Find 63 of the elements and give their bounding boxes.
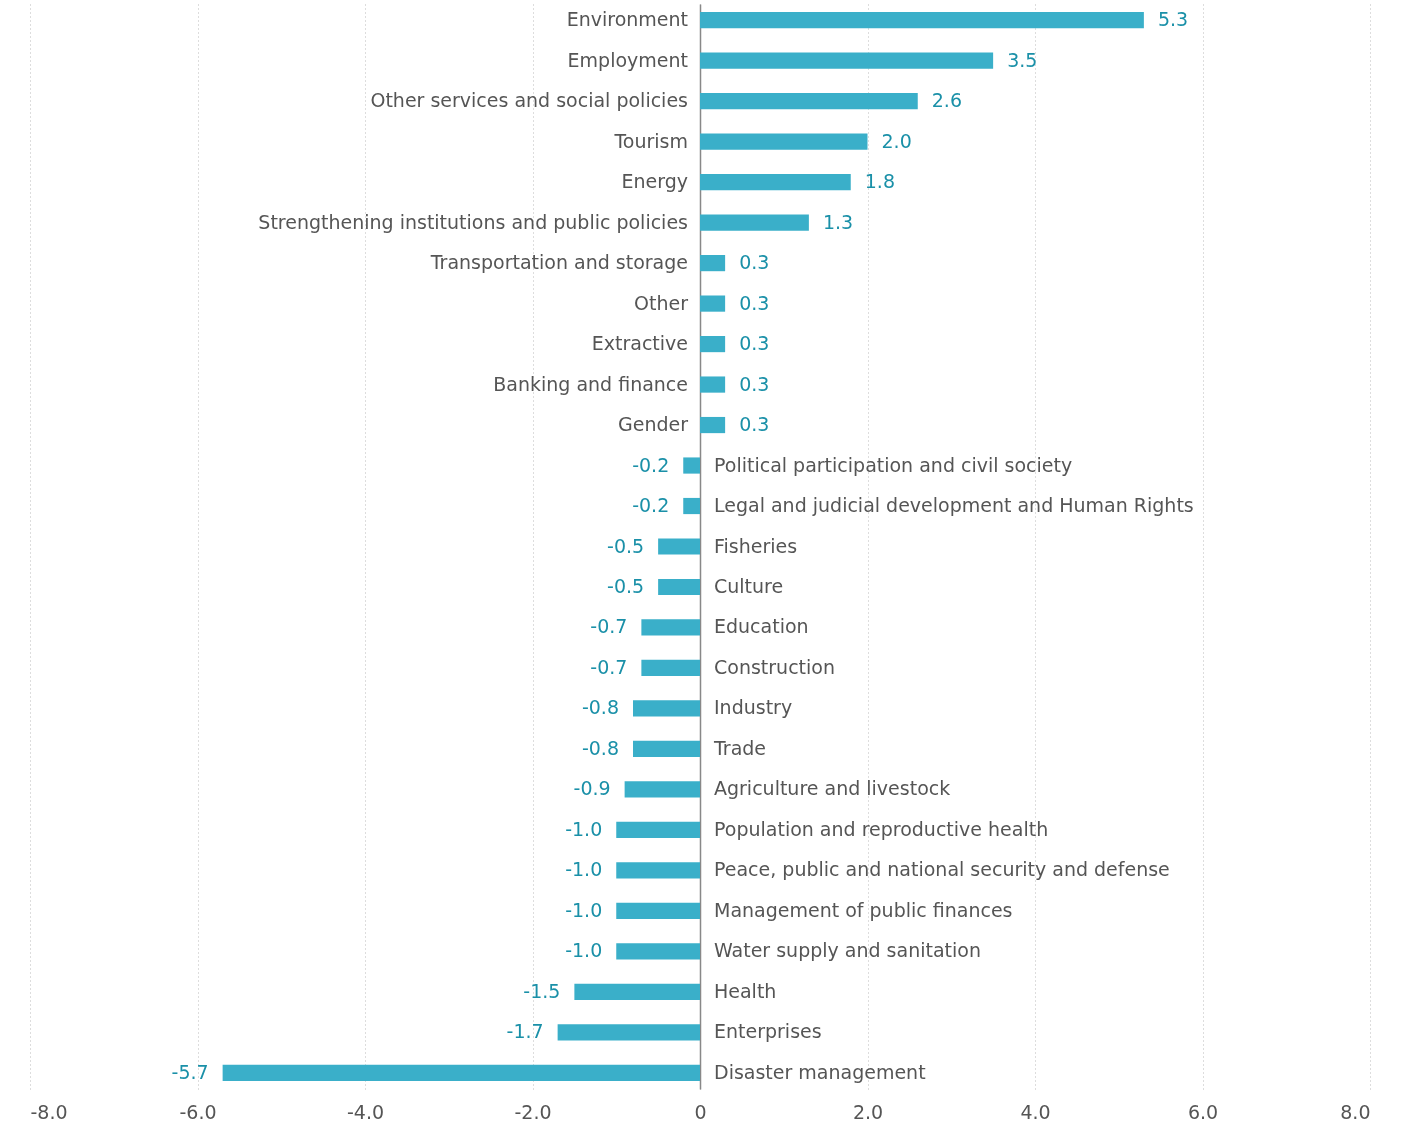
data-label: -1.5	[523, 979, 561, 1002]
y-tick-label: Fisheries	[714, 534, 798, 557]
data-label: -0.2	[632, 494, 670, 517]
y-tick-label: Enterprises	[714, 1020, 822, 1043]
data-label: 5.3	[1157, 8, 1189, 31]
data-label: 0.3	[739, 332, 770, 355]
data-label: 3.5	[1007, 48, 1038, 71]
y-tick-label: Gender	[617, 413, 689, 436]
y-tick-label: Other	[634, 291, 689, 314]
y-tick-label: Health	[714, 979, 777, 1002]
y-tick-label: Disaster management	[714, 1060, 926, 1083]
y-tick-label: Other services and social policies	[370, 89, 688, 112]
data-label: -0.2	[632, 453, 670, 476]
y-tick-label: Energy	[621, 170, 688, 193]
data-label: 0.3	[739, 413, 770, 436]
x-tick-label: -2.0	[514, 1100, 552, 1123]
y-tick-label: Political participation and civil society	[714, 453, 1073, 476]
data-label: -1.0	[565, 858, 603, 881]
data-label: 0.3	[739, 251, 770, 274]
x-tick-label: -4.0	[346, 1100, 385, 1123]
y-tick-label: Population and reproductive health	[714, 817, 1049, 840]
x-tick-label: 8.0	[1340, 1100, 1371, 1123]
data-label: -1.7	[506, 1020, 544, 1043]
data-label: -0.9	[573, 777, 611, 800]
y-tick-label: Strengthening institutions and public policies	[258, 210, 688, 233]
x-tick-label: 4.0	[1020, 1100, 1051, 1123]
data-label: -1.0	[565, 817, 603, 840]
data-label: -0.7	[590, 655, 628, 678]
y-tick-label: Environment	[566, 8, 688, 31]
y-tick-label: Banking and finance	[493, 372, 688, 395]
y-tick-label: Trade	[713, 736, 767, 759]
y-tick-label: Extractive	[591, 332, 688, 355]
y-tick-label: Legal and judicial development and Human Rights	[714, 494, 1194, 517]
data-label: 0.3	[739, 291, 770, 314]
data-label: 2.0	[881, 129, 912, 152]
x-tick-label: 2.0	[852, 1100, 884, 1123]
data-label: -0.5	[607, 534, 645, 557]
x-tick-label: 0	[694, 1100, 707, 1123]
y-tick-label: Culture	[714, 574, 784, 597]
data-label: -0.8	[581, 736, 619, 759]
data-label: -1.0	[565, 939, 603, 962]
data-label: -5.7	[171, 1060, 209, 1083]
data-label: 1.3	[822, 210, 854, 233]
data-label: 1.8	[864, 170, 895, 193]
data-label: -0.5	[607, 574, 645, 597]
y-tick-label: Employment	[567, 48, 688, 71]
y-tick-label: Construction	[714, 655, 835, 678]
x-tick-label: 6.0	[1187, 1100, 1219, 1123]
data-label: -0.8	[581, 696, 619, 719]
data-label: 2.6	[931, 89, 962, 112]
y-tick-label: Industry	[714, 696, 793, 719]
data-label: -0.7	[590, 615, 628, 638]
data-label: -1.0	[565, 898, 603, 921]
y-tick-label: Water supply and sanitation	[714, 939, 981, 962]
y-tick-label: Transportation and storage	[429, 251, 688, 274]
y-tick-label: Tourism	[613, 129, 688, 152]
y-tick-label: Education	[714, 615, 809, 638]
x-tick-label: -6.0	[179, 1100, 217, 1123]
y-tick-label: Management of public finances	[714, 898, 1013, 921]
x-tick-label: -8.0	[30, 1100, 68, 1123]
y-tick-label: Agriculture and livestock	[714, 777, 951, 800]
data-label: 0.3	[739, 372, 770, 395]
y-tick-label: Peace, public and national security and defense	[714, 858, 1170, 881]
